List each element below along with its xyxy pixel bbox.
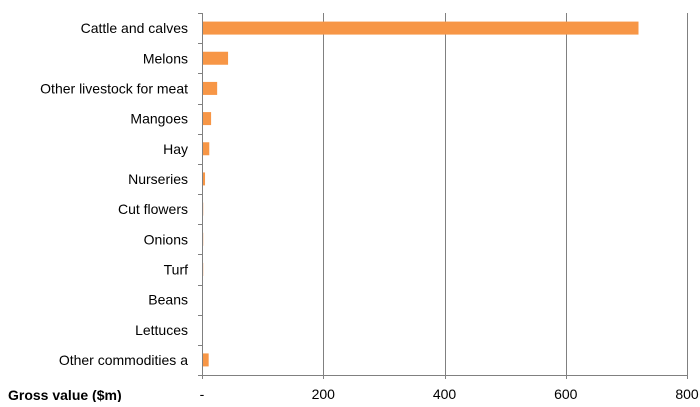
x-tick-label: 800 bbox=[675, 386, 699, 402]
bars bbox=[202, 21, 639, 367]
x-tick-labels: - 200 400 600 800 bbox=[200, 386, 699, 402]
category-label: Melons bbox=[143, 50, 188, 66]
category-label: Onions bbox=[144, 231, 188, 247]
category-label: Other livestock for meat bbox=[40, 80, 188, 96]
x-tick-label: 600 bbox=[554, 386, 578, 402]
category-label: Turf bbox=[164, 261, 188, 277]
x-tick-label: 400 bbox=[433, 386, 457, 402]
category-label: Nurseries bbox=[128, 171, 188, 187]
bar-mangoes bbox=[202, 112, 212, 126]
axes bbox=[198, 13, 688, 379]
category-label: Other commodities a bbox=[59, 352, 188, 368]
bar-nurseries bbox=[202, 172, 206, 186]
x-tick-label: 200 bbox=[312, 386, 336, 402]
gridlines bbox=[323, 13, 688, 375]
category-label: Beans bbox=[148, 292, 188, 308]
bar-other-livestock-for-meat bbox=[202, 81, 218, 95]
x-axis-title: Gross value ($m) bbox=[8, 387, 122, 402]
category-label: Cut flowers bbox=[118, 201, 188, 217]
category-label: Cattle and calves bbox=[81, 20, 188, 36]
category-label: Hay bbox=[163, 141, 188, 157]
bar-melons bbox=[202, 51, 229, 65]
category-labels: Cattle and calves Melons Other livestock f… bbox=[40, 20, 188, 368]
category-label: Lettuces bbox=[135, 322, 188, 338]
x-tick-label: - bbox=[200, 386, 205, 402]
category-label: Mangoes bbox=[130, 111, 188, 127]
bar-hay bbox=[202, 142, 210, 156]
bar-cattle-and-calves bbox=[202, 21, 639, 35]
bar-other-commodities-a bbox=[202, 353, 209, 367]
